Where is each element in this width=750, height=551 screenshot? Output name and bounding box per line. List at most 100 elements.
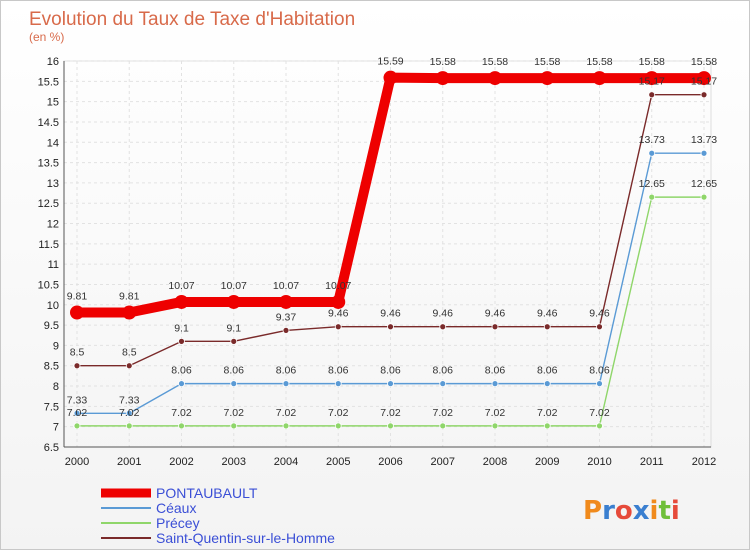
data-point bbox=[596, 422, 603, 430]
data-point bbox=[439, 422, 447, 430]
data-label: 15.58 bbox=[430, 56, 456, 68]
data-label: 9.46 bbox=[485, 308, 506, 320]
y-tick-label: 8.5 bbox=[44, 361, 59, 373]
data-label: 7.02 bbox=[589, 407, 610, 419]
data-label: 8.06 bbox=[224, 365, 245, 377]
data-point bbox=[178, 422, 185, 430]
y-tick-label: 14 bbox=[47, 137, 59, 149]
y-tick-label: 11.5 bbox=[38, 239, 59, 251]
chart-title: Evolution du Taux de Taxe d'Habitation bbox=[29, 9, 355, 30]
data-point bbox=[543, 380, 551, 388]
logo-letter: t bbox=[658, 496, 670, 526]
label-layer: 9.81 9.81 10.07 10.07 10.07 10.07 15.59 15.58 15… bbox=[67, 56, 718, 419]
data-point bbox=[334, 323, 342, 331]
data-point bbox=[648, 149, 656, 157]
data-label: 8.06 bbox=[171, 365, 192, 377]
y-tick-label: 9 bbox=[53, 340, 59, 352]
data-point bbox=[700, 91, 708, 99]
data-label: 7.02 bbox=[119, 407, 140, 419]
logo-letter: x bbox=[633, 496, 650, 526]
data-point bbox=[331, 294, 346, 309]
y-tick-label: 7.5 bbox=[44, 401, 59, 413]
data-label: 9.1 bbox=[174, 322, 189, 334]
data-point bbox=[226, 294, 241, 309]
data-label: 7.02 bbox=[380, 407, 401, 419]
axis-layer: 6.5 7 7.5 8 8.5 9 9.5 10 10.5 11 11.5 12 12.5 13 13.5 1… bbox=[38, 56, 717, 468]
x-tick-label: 2006 bbox=[378, 456, 402, 468]
data-label: 15.58 bbox=[691, 56, 717, 68]
data-label: 7.02 bbox=[171, 407, 192, 419]
y-tick-label: 9.5 bbox=[44, 320, 59, 332]
data-point bbox=[491, 323, 499, 331]
data-point bbox=[439, 380, 447, 388]
x-tick-label: 2000 bbox=[65, 456, 89, 468]
data-point bbox=[648, 91, 656, 99]
data-point bbox=[491, 422, 499, 430]
data-point bbox=[73, 422, 81, 430]
x-tick-label: 2012 bbox=[692, 456, 716, 468]
logo-letter: i bbox=[650, 496, 659, 526]
y-tick-label: 12 bbox=[47, 219, 59, 231]
data-label: 9.81 bbox=[119, 291, 140, 303]
data-label: 15.58 bbox=[586, 56, 612, 68]
data-label: 15.59 bbox=[377, 56, 403, 68]
logo-letter: r bbox=[602, 496, 615, 526]
logo-letter: P bbox=[583, 496, 602, 526]
data-label: 8.06 bbox=[328, 365, 349, 377]
data-label: 9.81 bbox=[67, 291, 88, 303]
y-tick-label: 16 bbox=[47, 56, 59, 68]
legend-label: Céaux bbox=[156, 500, 196, 516]
data-point bbox=[488, 71, 502, 86]
data-label: 8.06 bbox=[537, 365, 558, 377]
data-label: 8.06 bbox=[589, 365, 610, 377]
data-label: 8.06 bbox=[276, 365, 297, 377]
y-tick-label: 12.5 bbox=[38, 198, 59, 210]
proxiti-logo: Proxiti bbox=[583, 496, 680, 526]
data-point bbox=[125, 362, 133, 370]
data-point bbox=[387, 323, 394, 331]
data-label: 9.1 bbox=[226, 322, 241, 334]
data-label: 8.5 bbox=[122, 347, 137, 359]
x-tick-label: 2008 bbox=[483, 456, 507, 468]
data-label: 7.02 bbox=[224, 407, 245, 419]
data-point bbox=[644, 71, 659, 86]
data-label: 15.17 bbox=[639, 76, 665, 88]
data-label: 7.02 bbox=[433, 407, 454, 419]
data-point bbox=[334, 380, 342, 388]
data-point bbox=[73, 362, 81, 370]
y-tick-label: 11 bbox=[48, 259, 59, 271]
y-tick-label: 6.5 bbox=[44, 442, 59, 454]
data-label: 7.02 bbox=[328, 407, 349, 419]
data-point bbox=[383, 70, 398, 85]
legend-label: Précey bbox=[156, 515, 200, 531]
data-point bbox=[230, 422, 238, 430]
data-label: 9.46 bbox=[328, 308, 349, 320]
x-tick-label: 2007 bbox=[431, 456, 455, 468]
data-label: 13.73 bbox=[639, 134, 665, 146]
y-tick-label: 8 bbox=[53, 381, 59, 393]
y-tick-label: 15.5 bbox=[38, 76, 59, 88]
data-point bbox=[387, 380, 394, 388]
data-label: 9.46 bbox=[589, 308, 610, 320]
y-tick-label: 13.5 bbox=[38, 158, 59, 170]
data-point bbox=[230, 337, 238, 345]
data-point bbox=[122, 305, 137, 320]
data-label: 15.58 bbox=[639, 56, 665, 68]
data-point bbox=[73, 409, 81, 417]
data-label: 10.07 bbox=[325, 280, 351, 292]
x-tick-label: 2001 bbox=[117, 456, 141, 468]
data-label: 8.5 bbox=[70, 347, 85, 359]
data-label: 15.58 bbox=[534, 56, 560, 68]
data-label: 7.02 bbox=[485, 407, 506, 419]
data-point bbox=[592, 71, 607, 86]
x-tick-label: 2009 bbox=[535, 456, 559, 468]
data-point bbox=[387, 422, 394, 430]
x-tick-label: 2003 bbox=[222, 456, 246, 468]
data-label: 10.07 bbox=[273, 280, 299, 292]
data-label: 7.02 bbox=[67, 407, 88, 419]
data-label: 7.33 bbox=[119, 394, 140, 406]
plot-frame bbox=[63, 60, 712, 448]
data-point bbox=[178, 337, 185, 345]
data-point bbox=[435, 71, 450, 86]
